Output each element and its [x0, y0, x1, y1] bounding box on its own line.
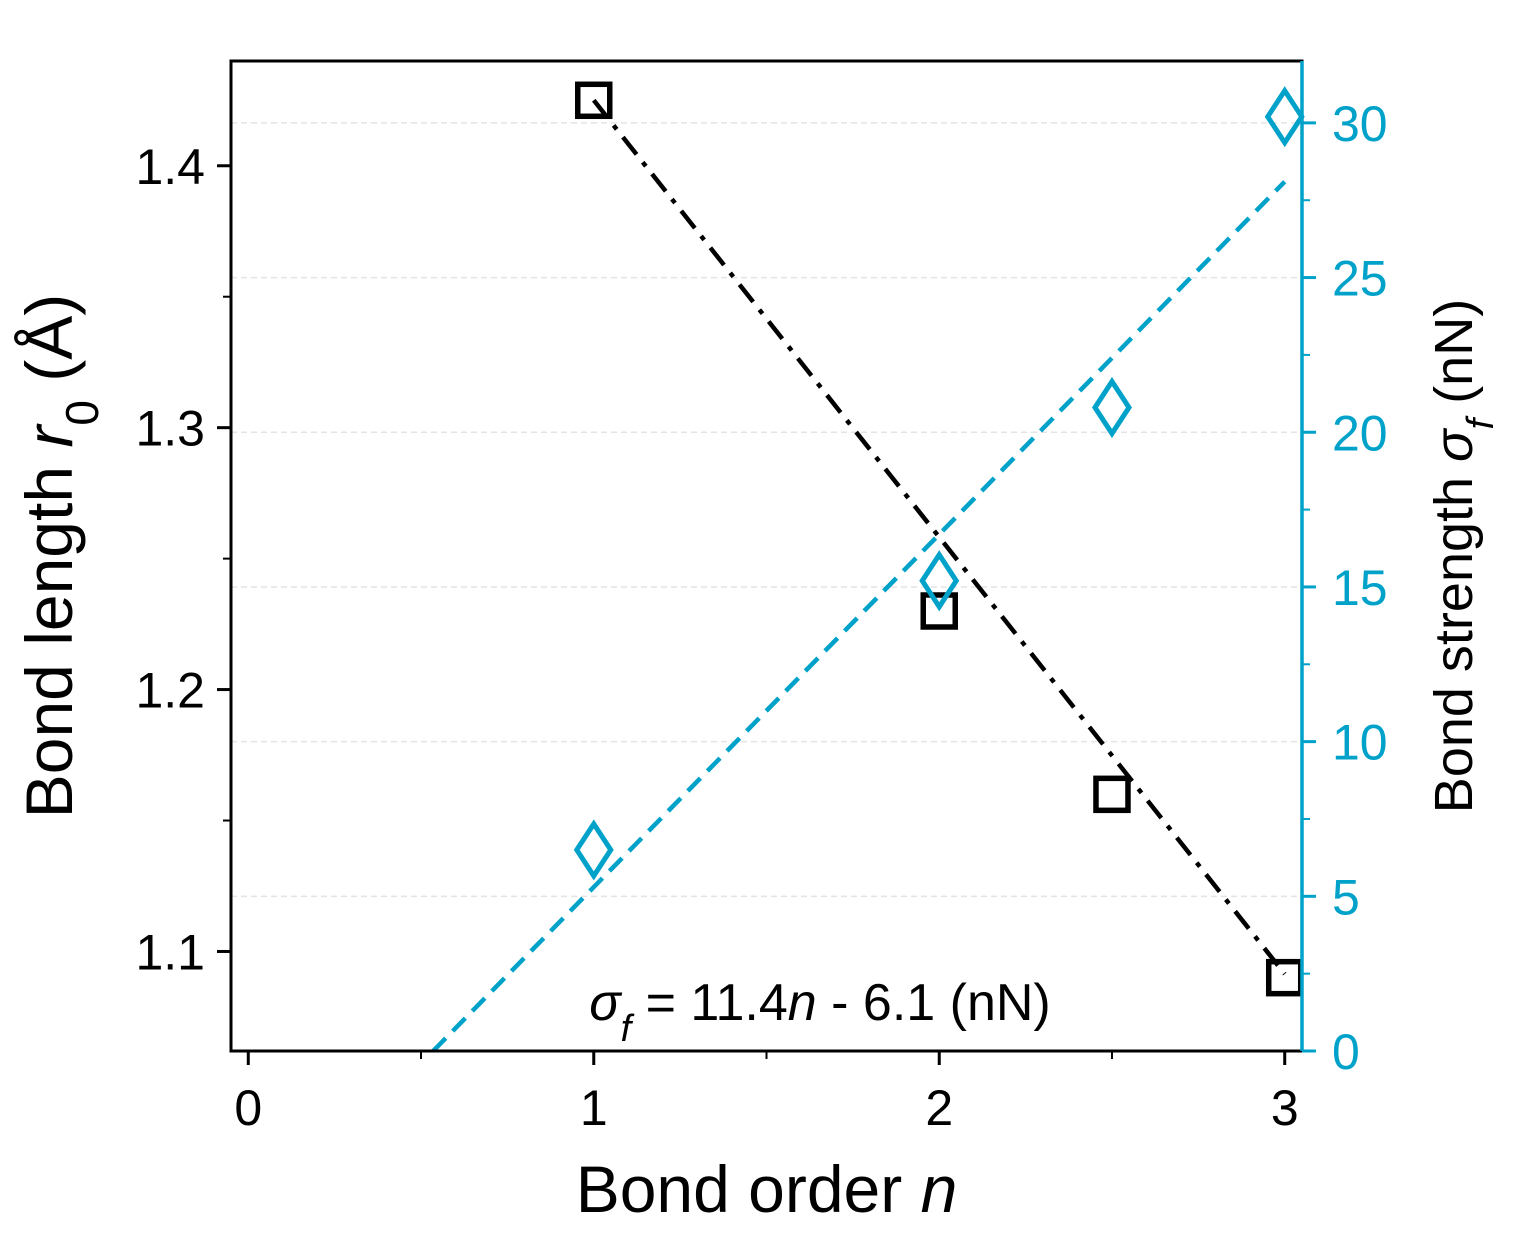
- left-y-tick-label: 1.4: [135, 139, 205, 195]
- bond-length-marker: [1265, 958, 1304, 997]
- grid-lines: [231, 122, 1302, 898]
- x-axis: 0 1 2 3: [234, 1051, 1299, 1136]
- text-part: σ: [1424, 427, 1484, 462]
- bond-strength-fit-line: [431, 180, 1287, 1053]
- text-part: Bond length: [12, 448, 86, 819]
- text-part: = 11.4: [631, 974, 788, 1032]
- data-markers: [573, 81, 1305, 997]
- right-y-axis: 0 5 10 15 20 25 30: [1300, 61, 1388, 1080]
- fit-equation-annotation: σf = 11.4n - 6.1 (nN): [589, 974, 1051, 1050]
- text-part: n: [921, 1152, 958, 1226]
- fit-lines: [431, 98, 1287, 1053]
- bond-length-fit-line: [591, 98, 1287, 976]
- text-part: Bond strength: [1424, 462, 1484, 813]
- left-y-tick-label: 1.3: [135, 401, 205, 457]
- x-tick-label: 1: [580, 1080, 608, 1136]
- x-tick-label: 2: [925, 1080, 953, 1136]
- text-part: σ: [589, 974, 622, 1032]
- x-tick-label: 3: [1271, 1080, 1299, 1136]
- left-y-axis-title: Bond length r0 (Å): [12, 294, 108, 819]
- bond-strength-marker: [919, 550, 960, 612]
- text-part: 0: [56, 400, 108, 426]
- text-part: r: [12, 423, 86, 448]
- bond-length-marker: [1093, 775, 1131, 814]
- right-y-tick-label: 15: [1332, 560, 1388, 616]
- right-y-tick-label: 5: [1332, 869, 1360, 925]
- text-part: f: [1460, 415, 1502, 429]
- text-part: n: [788, 974, 817, 1032]
- text-part: (Å): [12, 294, 86, 400]
- right-y-tick-label: 20: [1332, 405, 1388, 461]
- left-y-tick-label: 1.1: [135, 924, 205, 980]
- x-tick-label: 0: [234, 1080, 262, 1136]
- right-y-tick-label: 0: [1332, 1024, 1360, 1080]
- text-part: - 6.1 (nN): [817, 974, 1051, 1032]
- right-y-axis-title: Bond strength σf (nN): [1424, 299, 1502, 813]
- bond-strength-marker: [1091, 376, 1132, 439]
- text-part: Bond order: [576, 1152, 921, 1226]
- left-y-axis: 1.1 1.2 1.3 1.4: [135, 139, 231, 980]
- bond-strength-marker: [573, 819, 614, 881]
- bond-length-marker: [575, 81, 613, 120]
- x-axis-title: Bond order n: [576, 1152, 958, 1226]
- text-part: f: [621, 1008, 635, 1050]
- right-y-tick-label: 30: [1332, 96, 1388, 152]
- plot-frame: [229, 59, 1304, 1053]
- bond-length-marker: [920, 592, 958, 630]
- right-y-tick-label: 25: [1332, 251, 1388, 307]
- right-y-tick-label: 10: [1332, 715, 1388, 771]
- left-y-tick-label: 1.2: [135, 663, 205, 719]
- bond-strength-marker: [1264, 86, 1305, 148]
- text-part: (nN): [1424, 299, 1484, 419]
